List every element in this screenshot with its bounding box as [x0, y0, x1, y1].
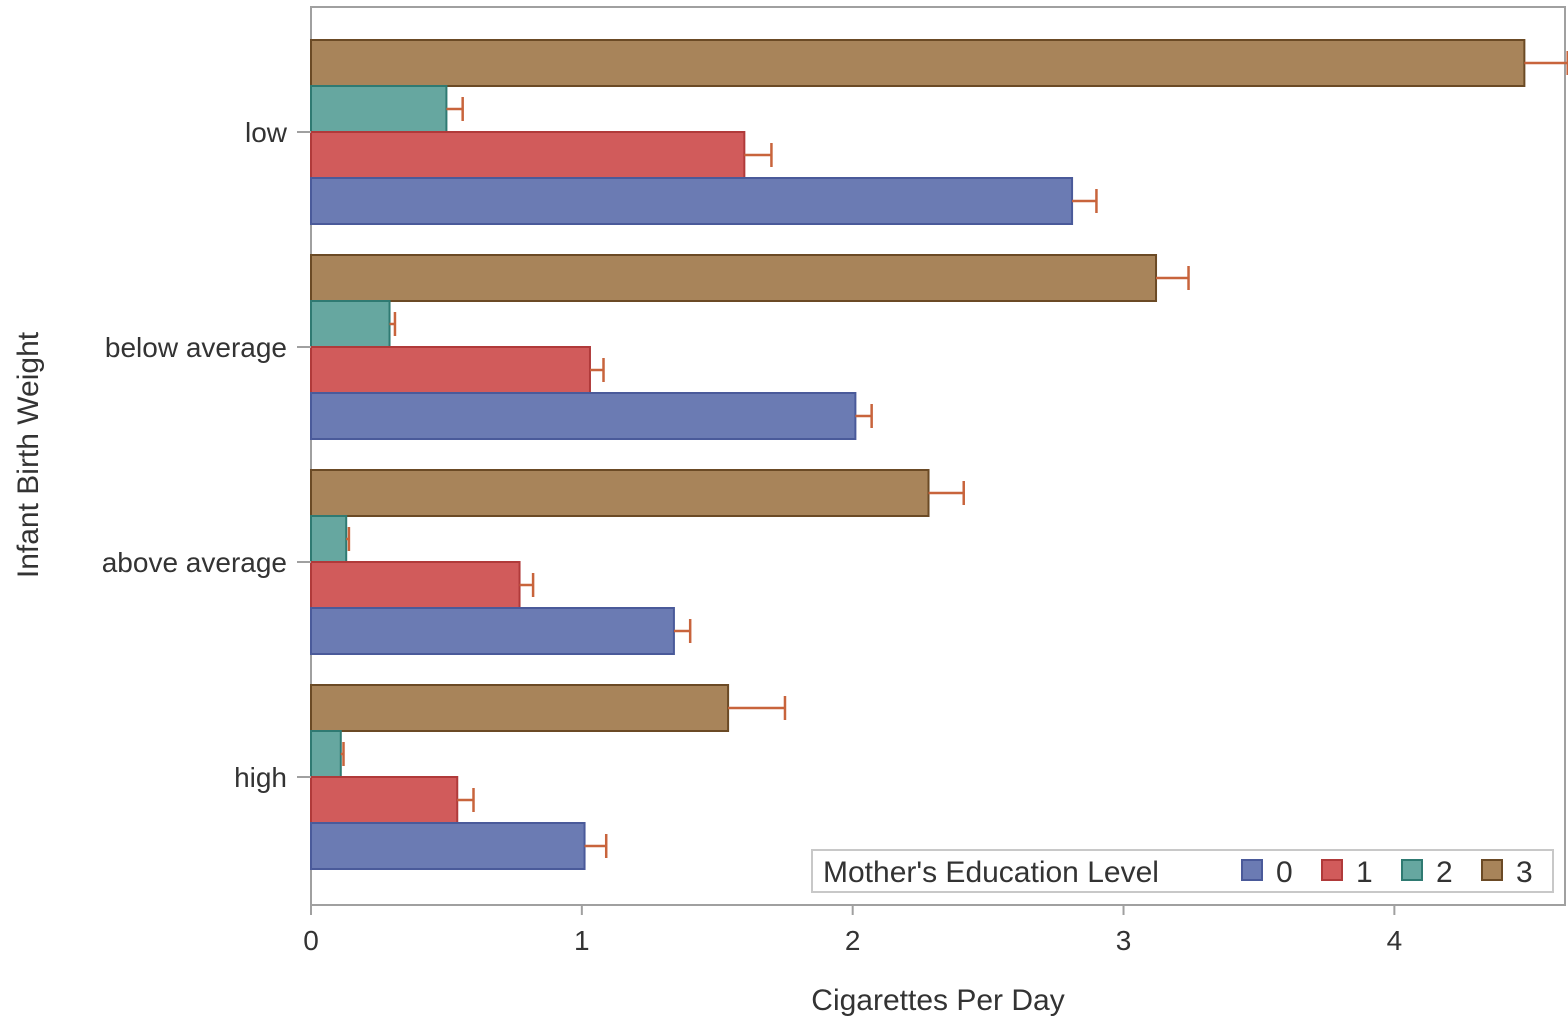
legend-label: 1 — [1356, 856, 1373, 889]
x-tick-label: 0 — [303, 925, 319, 956]
bar-series-3-low — [310, 39, 1526, 87]
legend-items: 0 1 2 3 — [1241, 856, 1533, 889]
x-tick-label: 4 — [1387, 925, 1403, 956]
error-bar-series-0-below-average — [855, 404, 873, 428]
error-bar-series-3-below-average — [1156, 266, 1190, 290]
legend-title: Mother's Education Level — [823, 856, 1159, 889]
error-bar-series-0-high — [584, 834, 608, 858]
error-bar-series-3-above-average — [928, 481, 965, 505]
error-bar-series-1-below-average — [589, 358, 605, 382]
error-bar-series-3-high — [728, 696, 787, 720]
error-bar-series-0-above-average — [673, 619, 692, 643]
x-tick-label: 3 — [1116, 925, 1132, 956]
error-bar-series-2-below-average — [389, 312, 397, 336]
bar-series-1-high — [310, 776, 459, 824]
legend-item-0: 0 — [1241, 856, 1293, 889]
error-bar-series-0-low — [1072, 189, 1098, 213]
bar-series-0-low — [310, 177, 1074, 225]
y-tick-label-low: low — [245, 117, 288, 148]
error-bar-series-2-above-average — [346, 527, 351, 551]
x-tick-label: 2 — [845, 925, 861, 956]
legend-label: 0 — [1276, 856, 1293, 889]
y-axis: low below average above average high — [102, 117, 311, 793]
x-axis-title: Cigarettes Per Day — [811, 984, 1064, 1017]
legend-item-3: 3 — [1481, 856, 1533, 889]
bar-series-3-high — [310, 684, 730, 732]
y-axis-title: Infant Birth Weight — [12, 331, 45, 578]
legend-swatch — [1321, 859, 1343, 881]
legend-label: 3 — [1516, 856, 1533, 889]
legend-box — [811, 849, 1554, 893]
bar-series-3-above-average — [310, 469, 930, 517]
legend-swatch — [1241, 859, 1263, 881]
error-bar-series-1-above-average — [519, 573, 535, 597]
bar-series-0-high — [310, 822, 586, 870]
x-tick-label: 1 — [574, 925, 590, 956]
bar-series-2-low — [310, 85, 448, 133]
legend-item-1: 1 — [1321, 856, 1373, 889]
bars-layer — [310, 39, 1526, 870]
bar-series-1-low — [310, 131, 746, 179]
legend-swatch — [1481, 859, 1503, 881]
error-bar-series-2-low — [446, 97, 464, 121]
y-tick-label-below-average: below average — [105, 332, 287, 363]
legend-label: 2 — [1436, 856, 1453, 889]
error-bar-series-1-low — [744, 143, 773, 167]
bar-series-3-below-average — [310, 254, 1158, 302]
bar-series-0-above-average — [310, 607, 675, 655]
bar-series-2-above-average — [310, 515, 348, 563]
error-bar-series-2-high — [340, 742, 345, 766]
bar-series-2-below-average — [310, 300, 391, 348]
y-tick-label-above-average: above average — [102, 547, 287, 578]
error-bars-layer — [340, 51, 1568, 858]
bar-series-2-high — [310, 730, 342, 778]
y-tick-label-high: high — [234, 762, 287, 793]
legend: Mother's Education Level 0 1 2 3 — [811, 849, 1554, 893]
bar-series-0-below-average — [310, 392, 857, 440]
bar-series-1-above-average — [310, 561, 521, 609]
legend-swatch — [1401, 859, 1423, 881]
x-axis: 0 1 2 3 4 — [303, 905, 1402, 956]
error-bar-series-1-high — [457, 788, 475, 812]
bar-series-1-below-average — [310, 346, 591, 394]
legend-item-2: 2 — [1401, 856, 1453, 889]
